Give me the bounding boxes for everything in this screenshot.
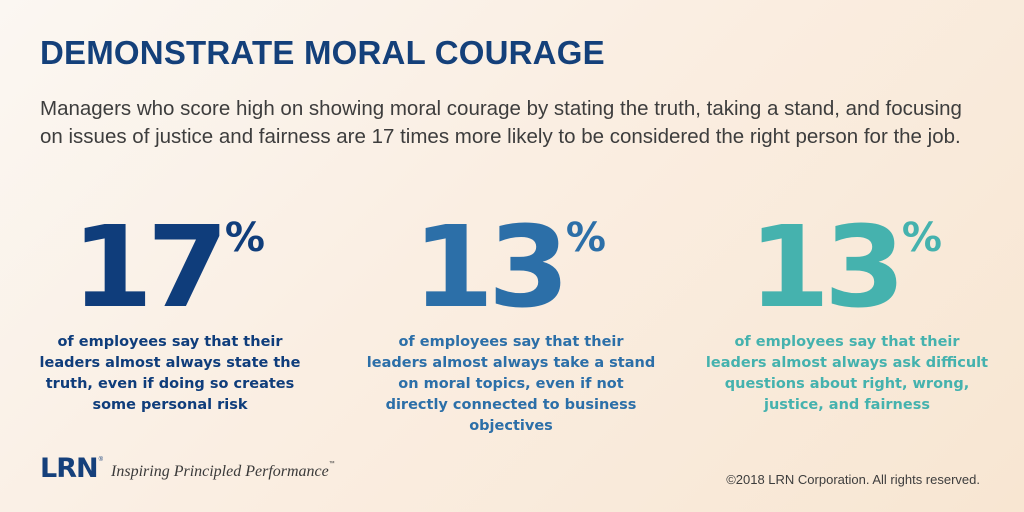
stat-number: 13 — [412, 203, 569, 333]
logo-wordmark: LRN — [40, 453, 99, 484]
trademark-mark: ™ — [328, 461, 335, 467]
tagline: Inspiring Principled Performance — [111, 463, 329, 480]
stat-block-truth: 17 % of employees say that their leaders… — [25, 212, 315, 416]
stat-description: of employees say that their leaders almo… — [39, 334, 301, 413]
stat-figure: 13 % — [366, 212, 656, 324]
intro-paragraph: Managers who score high on showing moral… — [40, 97, 962, 148]
stat-block-stand: 13 % of employees say that their leaders… — [366, 212, 656, 437]
copyright-notice: ©2018 LRN Corporation. All rights reserv… — [726, 472, 980, 487]
stat-number: 17 — [71, 203, 228, 333]
stat-number: 13 — [748, 203, 905, 333]
percent-sign: % — [901, 215, 942, 261]
percent-sign: % — [224, 215, 265, 261]
stat-block-questions: 13 % of employees say that their leaders… — [702, 212, 992, 416]
lrn-logo: LRN ® Inspiring Principled Performance ™ — [40, 453, 335, 484]
stat-description: of employees say that their leaders almo… — [366, 334, 656, 434]
stat-figure: 17 % — [25, 212, 315, 324]
stat-description: of employees say that their leaders almo… — [705, 334, 989, 413]
percent-sign: % — [565, 215, 606, 261]
stat-figure: 13 % — [702, 212, 992, 324]
registered-mark: ® — [98, 457, 104, 463]
page-title: DEMONSTRATE MORAL COURAGE — [40, 34, 605, 71]
